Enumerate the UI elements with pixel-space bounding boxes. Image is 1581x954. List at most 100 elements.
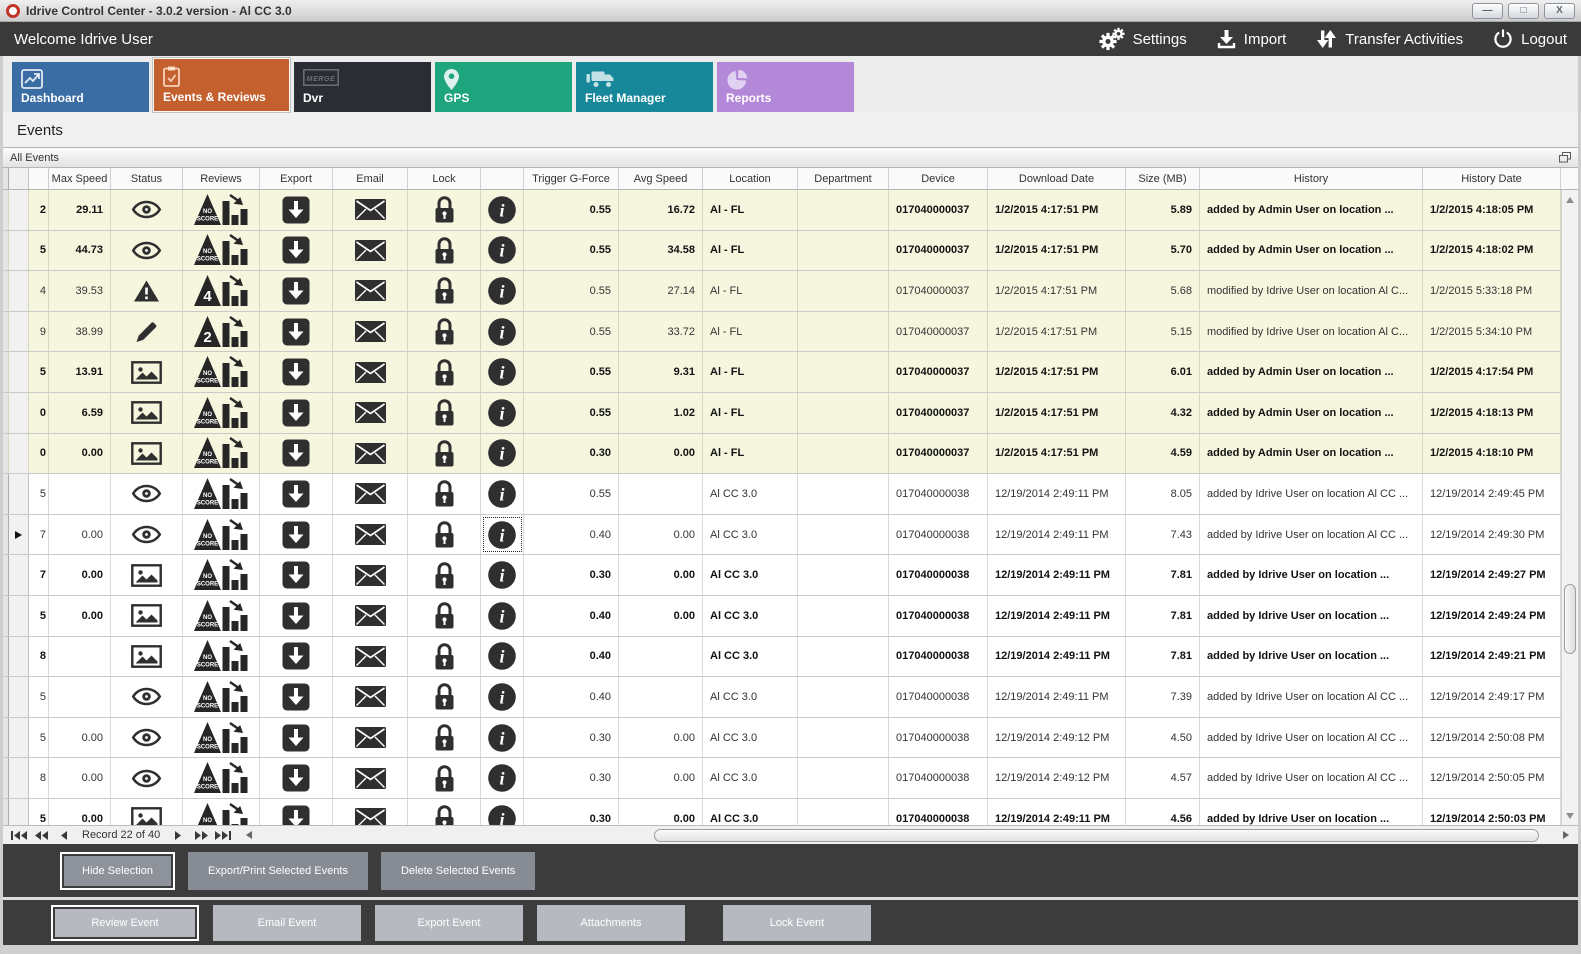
cell-email[interactable]: [333, 474, 408, 514]
scroll-down-icon[interactable]: [1562, 808, 1578, 823]
export-icon[interactable]: [282, 642, 310, 670]
lock-event-button[interactable]: Lock Event: [723, 904, 871, 941]
export-event-button[interactable]: Export Event: [375, 904, 523, 941]
cell-review[interactable]: 4: [183, 271, 260, 311]
cell-email[interactable]: [333, 514, 408, 555]
nav-prev-icon[interactable]: [52, 830, 74, 840]
export-icon[interactable]: [282, 318, 310, 346]
cell-email[interactable]: [333, 758, 408, 798]
info-icon[interactable]: i: [487, 601, 517, 631]
column-header-max-speed[interactable]: Max Speed: [49, 168, 111, 189]
lock-icon[interactable]: [433, 804, 456, 825]
cell-email[interactable]: [333, 352, 408, 392]
lock-icon[interactable]: [433, 358, 456, 387]
cell-lock[interactable]: [408, 555, 481, 595]
maximize-button[interactable]: □: [1508, 2, 1539, 19]
table-row[interactable]: 7 0.00 NO SCORE i 0.30 0.00 Al CC 3.0 017040000…: [3, 555, 1578, 596]
table-row[interactable]: 5 13.91 NO SCORE i 0.55 9.31 Al - FL 0170400000…: [3, 352, 1578, 393]
column-header-download-date[interactable]: Download Date: [988, 168, 1126, 189]
cell-lock[interactable]: [408, 190, 481, 230]
info-icon[interactable]: i: [487, 195, 517, 225]
cell-export[interactable]: [260, 271, 333, 311]
cell-review[interactable]: 2: [183, 311, 260, 352]
delete-selected-events-button[interactable]: Delete Selected Events: [380, 851, 536, 890]
info-icon[interactable]: i: [487, 520, 517, 550]
lock-icon[interactable]: [433, 561, 456, 590]
cell-export[interactable]: [260, 433, 333, 474]
cell-lock[interactable]: [408, 636, 481, 677]
cell-export[interactable]: [260, 595, 333, 636]
lock-icon[interactable]: [433, 682, 456, 711]
email-icon[interactable]: [354, 564, 386, 586]
topbar-action-logout[interactable]: Logout: [1493, 29, 1567, 49]
cell-info[interactable]: i: [481, 271, 524, 311]
export-icon[interactable]: [282, 602, 310, 630]
cell-email[interactable]: [333, 433, 408, 474]
cell-info[interactable]: i: [481, 595, 524, 636]
column-header-reviews[interactable]: Reviews: [183, 168, 260, 189]
cell-info[interactable]: i: [481, 190, 524, 230]
table-row[interactable]: 0 0.00 NO SCORE i 0.30 0.00 Al - FL 01704000003…: [3, 433, 1578, 475]
export-icon[interactable]: [282, 439, 310, 467]
tab-reports[interactable]: Reports: [717, 62, 854, 112]
lock-icon[interactable]: [433, 236, 456, 265]
column-header-history-date[interactable]: History Date: [1423, 168, 1561, 189]
cell-lock[interactable]: [408, 474, 481, 514]
export-icon[interactable]: [282, 764, 310, 792]
nav-last-icon[interactable]: [212, 830, 234, 840]
cell-export[interactable]: [260, 636, 333, 677]
export-icon[interactable]: [282, 399, 310, 427]
export-print-selected-events-button[interactable]: Export/Print Selected Events: [187, 851, 368, 890]
cell-export[interactable]: [260, 555, 333, 595]
table-row[interactable]: 9 38.99 2 i 0.55 33.72 Al - FL 017040000037 1/2…: [3, 311, 1578, 353]
nav-next-icon[interactable]: [168, 830, 190, 840]
email-icon[interactable]: [354, 280, 386, 302]
info-icon[interactable]: i: [487, 804, 517, 825]
tab-fleet-manager[interactable]: Fleet Manager: [576, 62, 713, 112]
column-header-avg-speed[interactable]: Avg Speed: [619, 168, 703, 189]
email-icon[interactable]: [354, 402, 386, 424]
topbar-action-import[interactable]: Import: [1217, 29, 1286, 49]
email-icon[interactable]: [354, 686, 386, 708]
cell-export[interactable]: [260, 474, 333, 514]
cell-export[interactable]: [260, 717, 333, 758]
column-header-status[interactable]: Status: [111, 168, 183, 189]
email-icon[interactable]: [354, 808, 386, 825]
table-row[interactable]: 8 NO SCORE i 0.40 Al CC 3.0 017040000038 12/19…: [3, 636, 1578, 678]
review-event-button[interactable]: Review Event: [51, 904, 199, 941]
lock-icon[interactable]: [433, 642, 456, 671]
cell-email[interactable]: [333, 636, 408, 677]
info-icon[interactable]: i: [487, 438, 517, 468]
cell-lock[interactable]: [408, 595, 481, 636]
info-icon[interactable]: i: [487, 357, 517, 387]
info-icon[interactable]: i: [487, 723, 517, 753]
nav-fast-next-icon[interactable]: [190, 830, 212, 840]
info-icon[interactable]: i: [487, 235, 517, 265]
info-icon[interactable]: i: [487, 276, 517, 306]
cell-lock[interactable]: [408, 717, 481, 758]
column-header-export[interactable]: Export: [260, 168, 333, 189]
cell-export[interactable]: [260, 514, 333, 555]
email-icon[interactable]: [354, 199, 386, 221]
table-row[interactable]: 2 29.11 NO SCORE i 0.55 16.72 Al - FL 017040000…: [3, 190, 1578, 231]
lock-icon[interactable]: [433, 276, 456, 305]
hscroll-right-icon[interactable]: [1559, 831, 1573, 839]
cell-email[interactable]: [333, 392, 408, 433]
cell-export[interactable]: [260, 311, 333, 352]
